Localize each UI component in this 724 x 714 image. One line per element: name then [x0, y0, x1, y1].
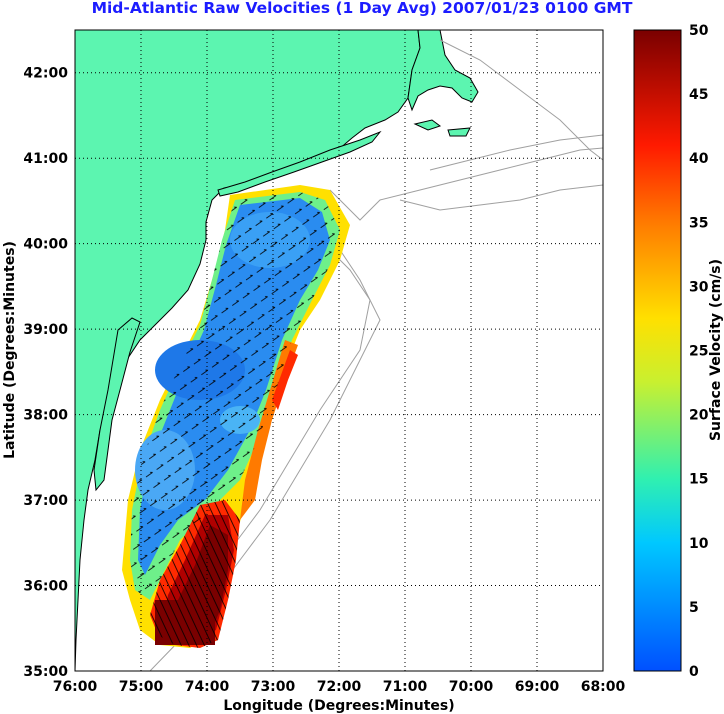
colorbar-label: Surface Velocity (cm/s) [708, 259, 724, 441]
latitude-tick-labels: 35:00 36:00 37:00 38:00 39:00 40:00 41:00 42:00 [23, 66, 68, 680]
land-delmarva [93, 317, 141, 492]
latitude-tick-label: 39:00 [23, 322, 68, 338]
colorbar-tick-label: 15 [689, 472, 708, 488]
colorbar-tick-label: 35 [689, 215, 708, 231]
colorbar-tick-label: 30 [689, 279, 709, 295]
longitude-tick-labels: 76:00 75:00 74:00 73:00 72:00 71:00 70:00 69:00… [53, 679, 626, 695]
x-axis-title: Longitude (Degrees:Minutes) [223, 698, 454, 714]
land-long-island [217, 130, 382, 197]
latitude-tick-label: 37:00 [23, 493, 68, 509]
longitude-tick-label: 75:00 [119, 679, 164, 695]
colorbar-tick-label: 0 [689, 664, 699, 680]
colorbar-tick-label: 20 [689, 408, 709, 424]
latitude-tick-label: 42:00 [23, 66, 68, 82]
longitude-tick-label: 71:00 [383, 679, 428, 695]
latitude-tick-label: 38:00 [23, 408, 68, 424]
colorbar-tick-label: 25 [689, 344, 708, 360]
map-title: Mid-Atlantic Raw Velocities (1 Day Avg) … [91, 0, 633, 17]
latitude-tick-label: 41:00 [23, 151, 68, 167]
colorbar-tick-label: 50 [689, 23, 709, 39]
longitude-tick-label: 73:00 [251, 679, 296, 695]
latitude-tick-label: 36:00 [23, 579, 68, 595]
colorbar-tick-label: 40 [689, 151, 709, 167]
longitude-tick-label: 72:00 [317, 679, 362, 695]
latitude-tick-label: 40:00 [23, 237, 68, 253]
colorbar-tick-label: 5 [689, 600, 699, 616]
land-cape-cod [407, 30, 479, 112]
graticule-grid [75, 30, 603, 671]
velocity-field [122, 185, 350, 648]
longitude-tick-label: 76:00 [53, 679, 98, 695]
land-islands [413, 119, 471, 137]
y-axis-title: Latitude (Degrees:Minutes) [2, 241, 18, 459]
longitude-tick-label: 70:00 [449, 679, 494, 695]
latitude-tick-label: 35:00 [23, 664, 68, 680]
colorbar-tick-label: 10 [689, 536, 709, 552]
longitude-tick-label: 68:00 [581, 679, 626, 695]
longitude-tick-label: 74:00 [185, 679, 230, 695]
land-mainland [75, 30, 421, 671]
colorbar [633, 29, 682, 672]
longitude-tick-label: 69:00 [515, 679, 560, 695]
colorbar-tick-labels: 0 5 10 15 20 25 30 35 40 45 50 [689, 23, 709, 680]
plot-frame [74, 29, 604, 672]
colorbar-tick-label: 45 [689, 87, 708, 103]
